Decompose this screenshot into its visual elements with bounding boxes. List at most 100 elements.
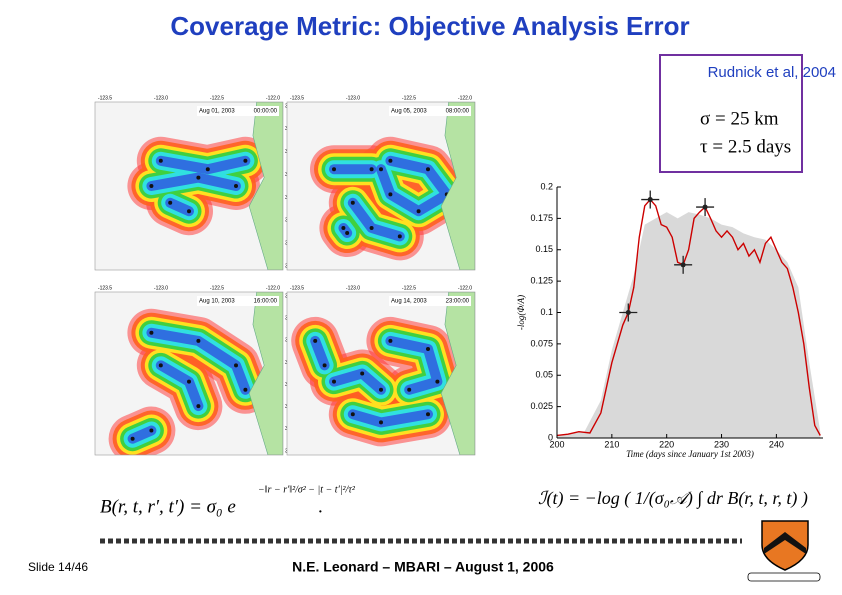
map-date: Aug 01, 2003: [199, 109, 235, 115]
marker-dot: [625, 310, 631, 315]
maps: Aug 01, 2003 00:00:00 -123.5 -123.0 -122.5 -1…: [94, 95, 476, 456]
map-panel: [287, 292, 475, 455]
map-lon-label: -123.0: [154, 95, 168, 101]
vehicle: [388, 192, 393, 197]
y-tick-label: 0.175: [530, 213, 553, 223]
vehicle: [313, 338, 318, 343]
map-lon-label: -122.0: [458, 285, 472, 291]
vehicle: [149, 184, 154, 188]
map-time: 23:00:00: [446, 299, 470, 305]
date-box: [389, 296, 471, 306]
coverage-blob: [146, 327, 251, 395]
map-lon-label: -122.5: [402, 95, 416, 101]
y-tick-label: 0.05: [535, 370, 553, 380]
map-time: 08:00:00: [446, 109, 470, 115]
map-lon-label: -122.0: [458, 95, 472, 101]
vehicle: [345, 231, 350, 236]
vehicle: [196, 338, 201, 343]
coverage-blob: [310, 335, 330, 371]
vehicle: [426, 412, 430, 417]
vehicle: [397, 234, 402, 239]
map-lon-label: -122.0: [266, 95, 280, 101]
marker-dot: [702, 204, 708, 210]
map-date: Aug 14, 2003: [391, 299, 427, 305]
slide-title: Coverage Metric: Objective Analysis Erro…: [170, 11, 689, 41]
slide-number: Slide 14/46: [28, 560, 88, 574]
vehicle: [243, 158, 248, 163]
vehicle: [379, 420, 383, 425]
vehicle: [322, 363, 327, 368]
map-lon-label: -122.5: [402, 285, 416, 291]
map-frame: [94, 101, 284, 271]
date-box: [389, 106, 471, 116]
map-lon-label: -123.0: [346, 285, 360, 291]
vehicle: [388, 158, 393, 163]
date-box: [197, 296, 279, 306]
y-tick-label: 0.2: [540, 181, 553, 191]
vehicle: [369, 167, 374, 172]
y-tick-label: 0: [548, 432, 553, 442]
vehicle: [379, 167, 383, 172]
vehicle: [196, 404, 201, 409]
y-tick-label: 0.15: [535, 244, 553, 254]
vehicle: [234, 363, 238, 368]
vehicle: [426, 347, 430, 352]
map-time: 00:00:00: [254, 109, 278, 115]
map-lon-label: -122.5: [210, 95, 224, 101]
vehicle: [205, 167, 210, 172]
map-frame: [94, 291, 284, 456]
marker: [641, 190, 660, 209]
citation: Rudnick et al, 2004: [708, 64, 836, 81]
vehicle: [187, 379, 191, 384]
date-box: [197, 106, 279, 116]
marker: [696, 198, 715, 217]
vehicle: [332, 167, 336, 172]
chart: 0 0.025 0.05 0.075 0.1 0.125 0.15 0.175 0.2 200 21…: [516, 181, 823, 459]
y-tick-label: 0.075: [530, 338, 553, 348]
marker-dot: [647, 197, 653, 203]
vehicle: [149, 330, 154, 335]
map-panel: [95, 102, 283, 270]
coverage-blob: [127, 425, 157, 444]
coverage-blob: [385, 335, 443, 395]
y-tick-label: 0.125: [530, 276, 553, 286]
vehicle: [341, 226, 346, 230]
coverage-area: [557, 212, 821, 438]
x-tick-label: 220: [659, 439, 674, 449]
land: [440, 102, 475, 270]
error-line: [556, 198, 821, 437]
map-lon-label: -123.5: [98, 285, 112, 291]
map-lon-label: -123.5: [290, 285, 304, 291]
map-time: 16:00:00: [254, 299, 278, 305]
coverage-blob: [376, 155, 452, 217]
land: [248, 102, 283, 270]
vehicle: [243, 387, 248, 392]
marker: [619, 303, 638, 322]
vehicle: [379, 387, 383, 392]
map-lon-label: -123.5: [98, 95, 112, 101]
parameter: τ = 2.5 days: [700, 136, 791, 157]
x-tick-label: 200: [549, 439, 564, 449]
vehicle: [332, 379, 336, 384]
map-panel: [95, 292, 283, 455]
vehicle: [196, 175, 201, 180]
map-lon-label: -122.5: [210, 285, 224, 291]
x-tick-label: 210: [604, 439, 619, 449]
vehicle: [234, 184, 238, 188]
y-tick-label: 0.025: [530, 401, 553, 411]
map-date: Aug 10, 2003: [199, 299, 235, 305]
marker-dot: [680, 262, 686, 268]
map-panel: [287, 102, 475, 270]
x-axis-label: Time (days since January 1st 2003): [626, 449, 754, 459]
vehicle: [158, 363, 163, 368]
vehicle: [369, 226, 374, 230]
map-frame: [286, 101, 476, 271]
map-lon-label: -123.0: [154, 285, 168, 291]
marker: [674, 255, 693, 274]
vehicle: [158, 158, 163, 163]
coverage-blob: [165, 197, 194, 217]
x-tick-label: 240: [769, 439, 784, 449]
map-lon-label: -123.5: [290, 95, 304, 101]
map-lon-label: -123.0: [346, 95, 360, 101]
